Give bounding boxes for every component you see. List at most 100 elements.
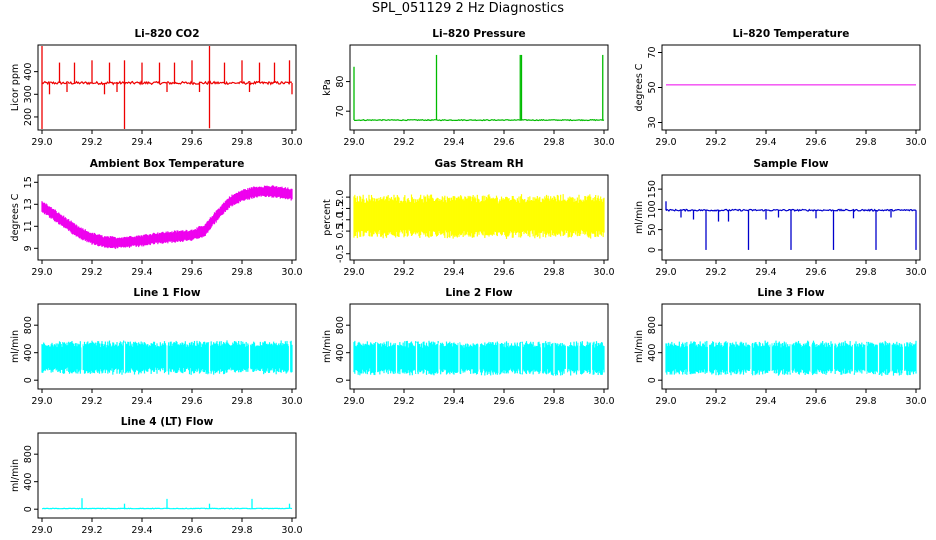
x-tick-label: 29.0 <box>655 267 676 278</box>
x-tick-label: 29.4 <box>131 267 152 278</box>
plot-frame <box>37 44 297 131</box>
series-baseline <box>353 118 605 122</box>
x-tick-label: 29.8 <box>231 137 252 148</box>
x-tick-label: 29.4 <box>443 137 464 148</box>
x-tick-label: 29.2 <box>81 396 102 407</box>
page-title: SPL_051129 2 Hz Diagnostics <box>371 1 565 16</box>
y-tick-label: 50 <box>647 224 658 236</box>
x-tick-label: 29.4 <box>755 396 776 407</box>
x-tick-label: 29.0 <box>343 396 364 407</box>
x-tick-label: 29.0 <box>31 396 52 407</box>
x-tick-label: 29.8 <box>855 267 876 278</box>
plot-frame <box>37 432 297 519</box>
x-tick-label: 29.6 <box>493 396 514 407</box>
chart-title: Ambient Box Temperature <box>90 158 245 170</box>
x-tick-label: 29.2 <box>81 137 102 148</box>
x-tick-label: 30.0 <box>905 267 926 278</box>
y-tick-label: 1.5 <box>335 201 346 216</box>
y-tick-label: -0.5 <box>335 244 346 263</box>
y-axis-label: percent <box>322 199 333 236</box>
x-tick-label: 29.8 <box>855 137 876 148</box>
x-tick-label: 29.8 <box>231 267 252 278</box>
x-tick-label: 30.0 <box>593 137 614 148</box>
x-tick-label: 29.4 <box>443 267 464 278</box>
x-tick-label: 30.0 <box>905 137 926 148</box>
plot-frame <box>661 174 921 261</box>
plot-frame <box>37 303 297 390</box>
x-tick-label: 29.2 <box>393 396 414 407</box>
x-tick-label: 29.4 <box>443 396 464 407</box>
plot-frame <box>349 44 609 131</box>
x-tick-label: 29.2 <box>393 137 414 148</box>
plot-area <box>353 340 605 376</box>
y-tick-label: 0 <box>647 377 658 383</box>
x-tick-label: 30.0 <box>281 525 302 536</box>
plot-frame <box>37 174 297 261</box>
x-tick-label: 29.8 <box>543 396 564 407</box>
x-tick-label: 30.0 <box>593 267 614 278</box>
chart-line1: Line 1 Flow 29.0 29.2 29.4 29.6 29.8 30.0 0 400 8… <box>10 287 303 407</box>
y-axis-label: kPa <box>322 79 333 96</box>
y-tick-label: 100 <box>647 200 658 218</box>
chart-pressure: Li–820 Pressure 29.0 29.2 29.4 29.6 29.8 30.0 7… <box>322 28 615 148</box>
y-tick-label: 800 <box>335 316 346 334</box>
x-tick-label: 29.6 <box>181 137 202 148</box>
x-tick-label: 29.8 <box>231 396 252 407</box>
plot-frame <box>349 174 609 261</box>
chart-title: Li–820 CO2 <box>134 28 199 40</box>
x-tick-label: 29.8 <box>855 396 876 407</box>
plot-area <box>41 340 293 375</box>
plot-area <box>353 54 605 122</box>
x-tick-label: 29.6 <box>805 137 826 148</box>
y-tick-label: 0 <box>23 377 34 383</box>
y-axis-label: degrees C <box>10 193 21 241</box>
x-tick-label: 29.4 <box>131 525 152 536</box>
y-tick-label: 800 <box>23 445 34 463</box>
x-tick-label: 29.8 <box>231 525 252 536</box>
x-tick-label: 29.0 <box>343 137 364 148</box>
chart-title: Sample Flow <box>753 158 828 170</box>
chart-title: Line 1 Flow <box>133 287 200 299</box>
x-tick-label: 29.6 <box>181 525 202 536</box>
y-tick-label: 400 <box>23 344 34 362</box>
chart-title: Line 3 Flow <box>757 287 824 299</box>
chart-line2: Line 2 Flow 29.0 29.2 29.4 29.6 29.8 30.0 0 400 8… <box>322 287 615 407</box>
x-tick-label: 29.0 <box>655 396 676 407</box>
x-tick-label: 29.2 <box>705 137 726 148</box>
x-tick-label: 29.2 <box>81 525 102 536</box>
x-tick-label: 29.4 <box>755 137 776 148</box>
series-baseline <box>41 80 293 86</box>
y-tick-label: 50 <box>647 81 658 93</box>
y-tick-label: 0 <box>23 506 34 512</box>
x-tick-label: 29.0 <box>31 267 52 278</box>
chart-ambient: Ambient Box Temperature 29.0 29.2 29.4 29.6 2… <box>10 158 303 278</box>
y-tick-label: 80 <box>335 76 346 88</box>
x-tick-label: 29.2 <box>705 396 726 407</box>
x-tick-label: 30.0 <box>905 396 926 407</box>
y-tick-label: 30 <box>647 116 658 128</box>
x-tick-label: 29.0 <box>343 267 364 278</box>
x-tick-label: 29.6 <box>181 396 202 407</box>
y-axis-label: ml/min <box>634 330 645 363</box>
x-tick-label: 29.0 <box>655 137 676 148</box>
x-tick-label: 29.6 <box>805 267 826 278</box>
y-axis-label: ml/min <box>634 201 645 234</box>
chart-title: Gas Stream RH <box>434 158 523 170</box>
x-tick-label: 29.6 <box>493 267 514 278</box>
y-tick-label: 13 <box>23 198 34 210</box>
x-tick-label: 29.4 <box>131 137 152 148</box>
plot-area <box>41 46 293 129</box>
y-tick-label: 400 <box>335 344 346 362</box>
chart-title: Line 2 Flow <box>445 287 512 299</box>
chart-temp: Li–820 Temperature 29.0 29.2 29.4 29.6 29.8 30… <box>634 28 927 148</box>
y-tick-label: 2.0 <box>335 190 346 205</box>
plot-frame <box>349 303 609 390</box>
chart-title: Line 4 (LT) Flow <box>121 416 214 428</box>
y-axis-label: degrees C <box>634 63 645 111</box>
y-tick-label: 400 <box>647 344 658 362</box>
y-tick-label: 70 <box>335 105 346 117</box>
x-tick-label: 29.0 <box>31 137 52 148</box>
y-tick-label: 150 <box>647 180 658 198</box>
y-tick-label: 70 <box>647 46 658 58</box>
